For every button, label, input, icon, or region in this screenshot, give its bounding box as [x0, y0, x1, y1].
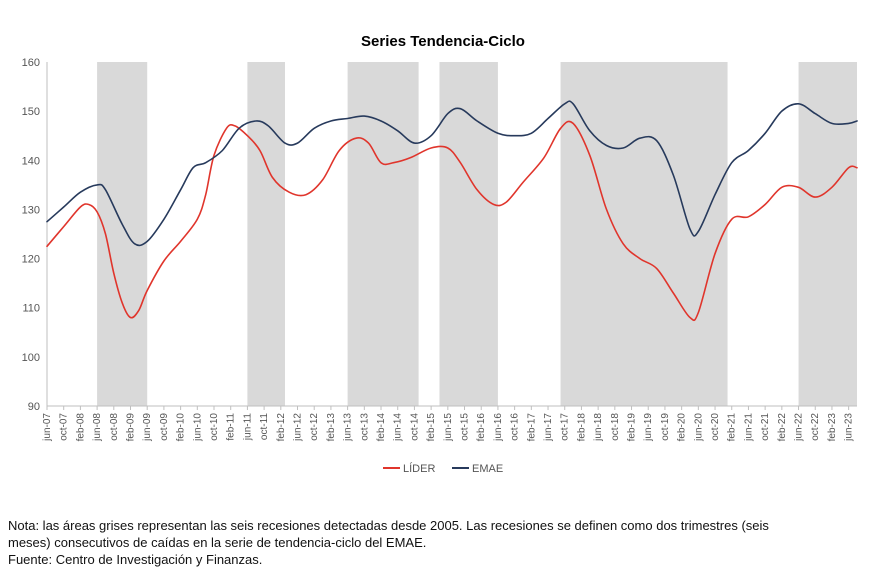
y-tick-label: 150: [22, 106, 40, 118]
x-tick-label: oct-17: [560, 413, 571, 441]
legend-label-1: LÍDER: [403, 462, 435, 475]
footnote-line-1: Nota: las áreas grises representan las s…: [8, 518, 769, 533]
x-tick-label: oct-10: [209, 413, 220, 441]
recession-bands: [97, 62, 857, 406]
chart-title: Series Tendencia-Ciclo: [361, 33, 525, 50]
recession-band-5: [560, 62, 728, 406]
x-tick-label: feb-21: [727, 413, 738, 442]
x-tick-label: jun-22: [794, 413, 805, 442]
footnote-line-2: meses) consecutivos de caídas en la seri…: [8, 535, 427, 550]
x-tick-label: oct-21: [760, 413, 771, 441]
x-tick-label: oct-12: [309, 413, 320, 441]
x-tick-label: feb-16: [476, 413, 487, 442]
x-tick-label: feb-09: [126, 413, 137, 442]
recession-band-3: [347, 62, 419, 406]
footnote: Nota: las áreas grises representan las s…: [8, 517, 858, 568]
recession-band-1: [97, 62, 148, 406]
x-tick-label: jun-23: [844, 413, 855, 442]
x-tick-label: oct-16: [510, 413, 521, 441]
x-tick-label: feb-18: [576, 413, 587, 442]
x-tick-label: feb-14: [376, 413, 387, 442]
x-tick-label: jun-18: [593, 413, 604, 442]
y-tick-label: 140: [22, 155, 40, 167]
legend-label-2: EMAE: [472, 463, 503, 475]
x-tick-label: feb-15: [426, 413, 437, 442]
recession-band-4: [439, 62, 498, 406]
x-tick-label: oct-20: [710, 413, 721, 441]
x-tick-label: feb-22: [777, 413, 788, 442]
series-line-2: [46, 100, 858, 247]
series-line-1: [46, 120, 858, 322]
x-tick-label: oct-22: [810, 413, 821, 441]
x-tick-label: feb-10: [176, 413, 187, 442]
x-tick-label: feb-20: [677, 413, 688, 442]
x-tick-label: feb-12: [276, 413, 287, 442]
x-tick-label: oct-18: [610, 413, 621, 441]
x-tick-label: jun-11: [242, 413, 253, 441]
x-tick-label: feb-08: [75, 413, 86, 442]
x-tick-label: feb-17: [526, 413, 537, 442]
x-tick-label: jun-19: [643, 413, 654, 442]
x-tick-label: oct-19: [660, 413, 671, 441]
x-tick-label: oct-09: [159, 413, 170, 441]
legend: LÍDER EMAE: [383, 462, 503, 475]
recession-band-6: [798, 62, 857, 406]
x-tick-label: oct-07: [59, 413, 70, 441]
recession-band-2: [247, 62, 285, 406]
x-tick-label: oct-14: [409, 413, 420, 441]
x-tick-label: jun-15: [443, 413, 454, 442]
y-tick-label: 130: [22, 204, 40, 216]
x-tick-label: oct-11: [259, 413, 270, 440]
x-tick-label: jun-14: [393, 413, 404, 442]
y-tick-label: 90: [28, 401, 40, 413]
x-tick-label: jun-07: [42, 413, 53, 442]
x-tick-label: oct-13: [359, 413, 370, 441]
line-chart: Series Tendencia-Ciclo 90 100 110 120 130 140…: [22, 33, 858, 475]
x-tick-label: oct-08: [109, 413, 120, 441]
y-tick-label: 100: [22, 352, 40, 364]
x-tick-label: feb-13: [326, 413, 337, 442]
x-tick-label: jun-08: [92, 413, 103, 442]
axes: 90 100 110 120 130 140 150 160 jun-07 oct-07 feb-0…: [22, 57, 857, 442]
x-tick-label: jun-09: [142, 413, 153, 442]
footnote-line-3: Fuente: Centro de Investigación y Finanz…: [8, 552, 263, 567]
chart-container: Series Tendencia-Ciclo 90 100 110 120 130 140…: [22, 33, 858, 475]
x-tick-label: jun-16: [493, 413, 504, 442]
series-lines: [46, 100, 858, 322]
y-tick-label: 120: [22, 254, 40, 266]
y-tick-label: 110: [22, 303, 40, 315]
x-tick-label: jun-13: [343, 413, 354, 442]
x-tick-label: jun-12: [293, 413, 304, 442]
x-tick-label: jun-20: [693, 413, 704, 442]
x-tick-label: feb-19: [627, 413, 638, 442]
x-tick-label: jun-17: [543, 413, 554, 442]
x-tick-label: jun-21: [743, 413, 754, 442]
x-tick-label: jun-10: [192, 413, 203, 442]
x-tick-label: feb-23: [827, 413, 838, 442]
x-tick-label: feb-11: [226, 413, 237, 441]
y-tick-label: 160: [22, 57, 40, 69]
x-tick-label: oct-15: [460, 413, 471, 441]
